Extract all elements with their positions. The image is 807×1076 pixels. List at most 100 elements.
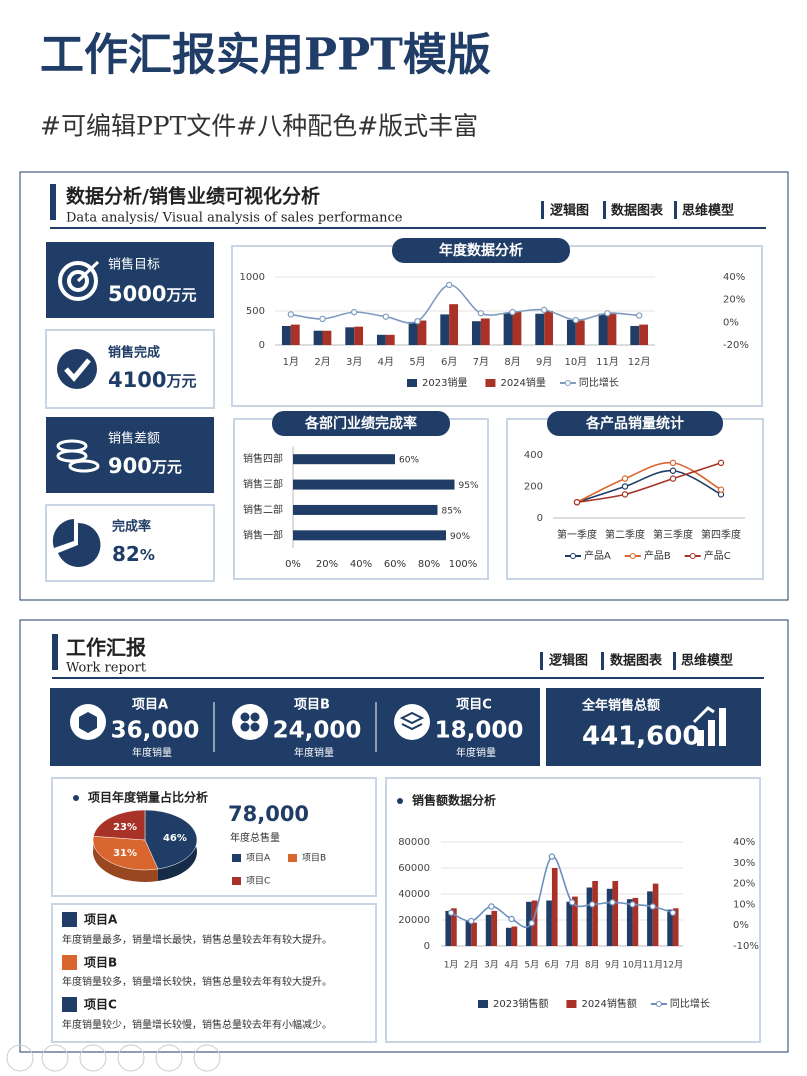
- bar: [313, 330, 323, 345]
- kpi-card: 销售差额 900万元: [46, 417, 214, 493]
- kpi-value: 5000万元: [108, 282, 196, 306]
- y-tick-label: 0: [424, 941, 430, 952]
- legend-label: 同比增长: [670, 997, 710, 1010]
- point: [589, 901, 596, 908]
- tab[interactable]: 数据图表: [611, 203, 664, 219]
- heading-bar: [50, 184, 56, 220]
- point: [488, 903, 495, 910]
- tab[interactable]: 数据图表: [610, 653, 663, 669]
- kpi-number: 82: [112, 542, 140, 566]
- toolbar-button[interactable]: [41, 1044, 69, 1072]
- tab-bar: [673, 652, 676, 670]
- icon: [250, 722, 260, 732]
- page-subtitle: #可编辑PPT文件#八种配色#版式丰富: [40, 112, 478, 141]
- legend-swatch: [570, 553, 576, 559]
- tab-bar: [603, 201, 606, 219]
- point: [319, 315, 326, 323]
- bar: [471, 321, 481, 345]
- y-tick-label: 1000: [240, 272, 265, 283]
- bar: [440, 314, 450, 345]
- tab[interactable]: 思维模型: [682, 203, 734, 219]
- y2-tick-label: 0%: [733, 920, 749, 931]
- kpi-label: 销售差额: [108, 431, 160, 447]
- legend-label: 产品B: [644, 549, 671, 562]
- bar: [647, 891, 653, 946]
- y-tick-label: 40000: [398, 889, 430, 900]
- x-tick-label: 4月: [504, 960, 519, 971]
- chart-title: 项目年度销量占比分析: [88, 790, 208, 805]
- bar: [322, 330, 332, 345]
- toolbar-button[interactable]: [117, 1044, 145, 1072]
- value-label: 90%: [450, 532, 470, 542]
- bar: [385, 334, 395, 345]
- y2-tick-label: 0%: [723, 317, 739, 328]
- kpi-number: 5000: [108, 282, 166, 306]
- project-name: 项目B: [294, 698, 330, 713]
- project-card: 项目B 24,000 年度销量: [232, 698, 362, 759]
- tab[interactable]: 逻辑图: [549, 653, 588, 669]
- project-value: 24,000: [273, 718, 362, 744]
- point: [509, 308, 516, 316]
- point: [468, 917, 475, 925]
- x-tick-label: 11月: [596, 356, 619, 368]
- legend-swatch: [629, 553, 636, 559]
- legend-swatch: [232, 854, 241, 862]
- point: [621, 475, 629, 482]
- x-tick-label: 20%: [316, 559, 338, 570]
- point: [669, 475, 677, 482]
- legend-label: 同比增长: [579, 376, 619, 389]
- project-value: 18,000: [435, 718, 524, 744]
- bar: [612, 881, 619, 946]
- line: [576, 461, 722, 503]
- legend-label: 项目B: [302, 853, 326, 864]
- point: [621, 491, 629, 498]
- chart-pill: [392, 238, 570, 263]
- x-tick-label: 2月: [314, 356, 330, 368]
- tab[interactable]: 思维模型: [681, 653, 733, 669]
- bar: [512, 311, 522, 345]
- tabs: 逻辑图 数据图表 思维模型: [50, 201, 766, 229]
- value-label: 85%: [442, 506, 462, 516]
- bar: [293, 454, 395, 465]
- tab-bar: [601, 652, 604, 670]
- bar: [417, 320, 427, 345]
- x-tick-label: 3月: [346, 356, 362, 368]
- pie-total-caption: 年度总售量: [230, 831, 280, 844]
- y2-tick-label: 20%: [733, 879, 755, 890]
- bar: [445, 910, 452, 946]
- y-tick-label: 0: [259, 340, 265, 351]
- x-tick-label: 2月: [464, 960, 479, 971]
- icon: [719, 708, 726, 746]
- kpi-label: 完成率: [112, 519, 151, 535]
- legend-label: 项目A: [246, 853, 271, 864]
- icon: [708, 720, 715, 746]
- x-tick-label: 10月: [564, 356, 587, 368]
- bar: [586, 887, 593, 946]
- bar: [480, 318, 490, 345]
- bar: [639, 324, 649, 345]
- tab[interactable]: 逻辑图: [550, 203, 589, 219]
- y2-tick-label: -20%: [723, 340, 749, 351]
- legend-swatch: [689, 553, 696, 559]
- chart-title: 各部门业绩完成率: [304, 415, 417, 432]
- chart-pill: [547, 411, 723, 436]
- toolbar-button[interactable]: [155, 1044, 183, 1072]
- kpi-number: 4100: [108, 368, 166, 392]
- toolbar-button[interactable]: [79, 1044, 107, 1072]
- y2-tick-label: -10%: [733, 941, 759, 952]
- toolbar-button[interactable]: [193, 1044, 221, 1072]
- toolbar-button[interactable]: [6, 1044, 34, 1072]
- pie-total: 78,000: [228, 802, 309, 826]
- y2-tick-label: 10%: [733, 899, 755, 910]
- bar: [630, 325, 640, 345]
- point: [621, 483, 629, 490]
- x-tick-label: 10月: [622, 960, 642, 971]
- x-tick-label: 40%: [350, 559, 372, 570]
- tab-bar: [541, 201, 544, 219]
- y2-tick-label: 40%: [723, 272, 745, 283]
- y2-tick-label: 30%: [733, 858, 755, 869]
- bar: [575, 320, 585, 345]
- viewer-toolbar: [6, 1044, 221, 1072]
- y-tick-label: 销售四部: [243, 452, 283, 465]
